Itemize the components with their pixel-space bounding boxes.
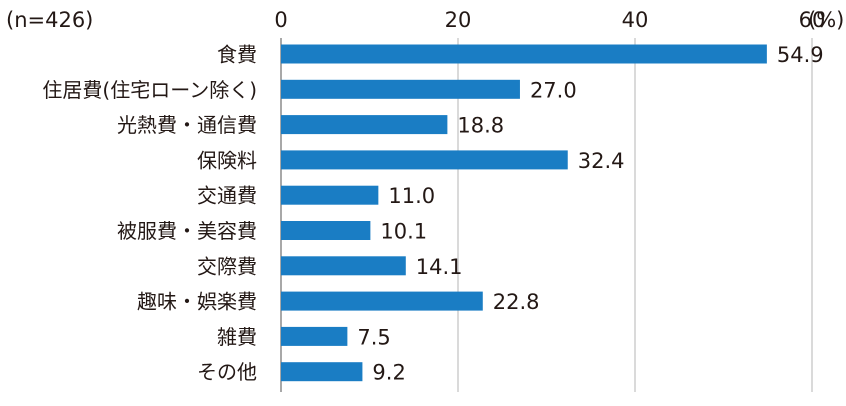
category-label: 食費 xyxy=(217,43,257,67)
value-label: 7.5 xyxy=(357,325,390,349)
bar xyxy=(281,256,406,276)
category-label: 被服費・美容費 xyxy=(117,219,257,243)
value-label: 14.1 xyxy=(416,255,463,279)
bar xyxy=(281,362,363,382)
category-label: 交通費 xyxy=(197,184,257,208)
value-label: 9.2 xyxy=(372,361,405,385)
value-labels: 54.9 27.0 18.8 32.4 11.0 10.1 14.1 22.8 7.5 9.2 xyxy=(357,43,823,385)
x-tick-label: 40 xyxy=(622,8,649,32)
sample-size-note: (n=426) xyxy=(6,8,93,32)
value-label: 54.9 xyxy=(777,43,824,67)
x-axis-ticks: 0 20 40 60 xyxy=(274,8,825,32)
category-label: 住居費(住宅ローン除く) xyxy=(42,78,257,102)
bar xyxy=(281,291,483,311)
x-tick-label: 20 xyxy=(445,8,472,32)
category-label: 趣味・娯楽費 xyxy=(137,290,257,314)
category-label: その他 xyxy=(197,360,257,384)
bar xyxy=(281,115,448,135)
value-label: 32.4 xyxy=(578,149,625,173)
bar xyxy=(281,150,568,170)
bar xyxy=(281,79,520,99)
value-label: 27.0 xyxy=(530,78,577,102)
bar xyxy=(281,185,379,205)
bar xyxy=(281,44,767,64)
bars xyxy=(281,44,767,382)
value-label: 22.8 xyxy=(493,290,540,314)
category-label: 雑費 xyxy=(217,325,257,349)
x-tick-label: 0 xyxy=(274,8,287,32)
category-label: 交際費 xyxy=(197,254,257,278)
category-label: 光熱費・通信費 xyxy=(117,113,257,137)
x-tick-label: 60 xyxy=(799,8,826,32)
bar xyxy=(281,326,348,346)
unit-label: (%) xyxy=(808,8,844,32)
value-label: 11.0 xyxy=(388,184,435,208)
bar xyxy=(281,221,371,240)
category-label: 保険料 xyxy=(197,148,257,172)
value-label: 10.1 xyxy=(380,220,427,244)
value-label: 18.8 xyxy=(457,114,504,138)
